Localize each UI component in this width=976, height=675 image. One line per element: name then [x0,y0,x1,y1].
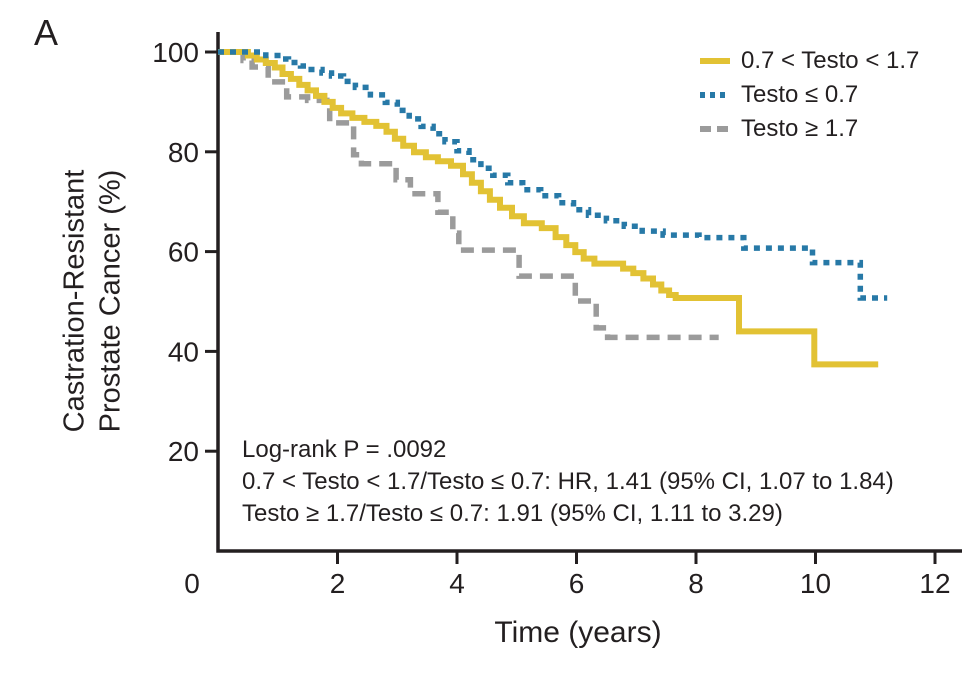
x-tick-label: 12 [919,568,950,599]
x-tick-label: 0 [184,568,200,599]
x-tick-label: 8 [688,568,704,599]
curve-testo-1.7 [218,49,719,341]
legend-label: Testo ≤ 0.7 [741,81,859,108]
legend-item-high-testo: Testo ≥ 1.7 [698,112,919,146]
x-tick-label: 10 [800,568,831,599]
y-tick-label: 40 [168,336,199,367]
y-tick-label: 20 [168,436,199,467]
y-tick-label: 100 [152,37,199,68]
legend: 0.7 < Testo < 1.7 Testo ≤ 0.7 Testo ≥ 1.… [698,44,919,146]
legend-swatch-solid-line-icon [700,58,730,64]
x-tick-label: 4 [449,568,465,599]
panel-label: A [34,12,59,53]
y-tick-label: 60 [168,237,199,268]
curve-0.7-testo-1.7 [218,49,879,368]
x-axis-label: Time (years) [494,616,662,649]
legend-item-mid-testo: 0.7 < Testo < 1.7 [698,44,919,78]
legend-item-low-testo: Testo ≤ 0.7 [698,78,919,112]
curve-testo-0.7 [218,49,888,301]
legend-swatch-dashed-line-icon [700,126,730,132]
hazard-ratio-line2: Testo ≥ 1.7/Testo ≤ 0.7: 1.91 (95% CI, 1… [242,500,783,527]
legend-label: 0.7 < Testo < 1.7 [741,47,920,74]
stats-annotation: Log-rank P = .0092 0.7 < Testo < 1.7/Tes… [242,434,894,530]
y-tick-label: 80 [168,137,199,168]
x-tick-label: 6 [569,568,585,599]
x-tick-label: 2 [330,568,346,599]
hazard-ratio-line1: 0.7 < Testo < 1.7/Testo ≤ 0.7: HR, 1.41 … [242,468,894,495]
logrank-p-value: Log-rank P = .0092 [242,436,447,463]
legend-swatch-dotted-line-icon [700,92,730,98]
legend-label: Testo ≥ 1.7 [741,115,859,142]
axis-lines [216,32,962,553]
